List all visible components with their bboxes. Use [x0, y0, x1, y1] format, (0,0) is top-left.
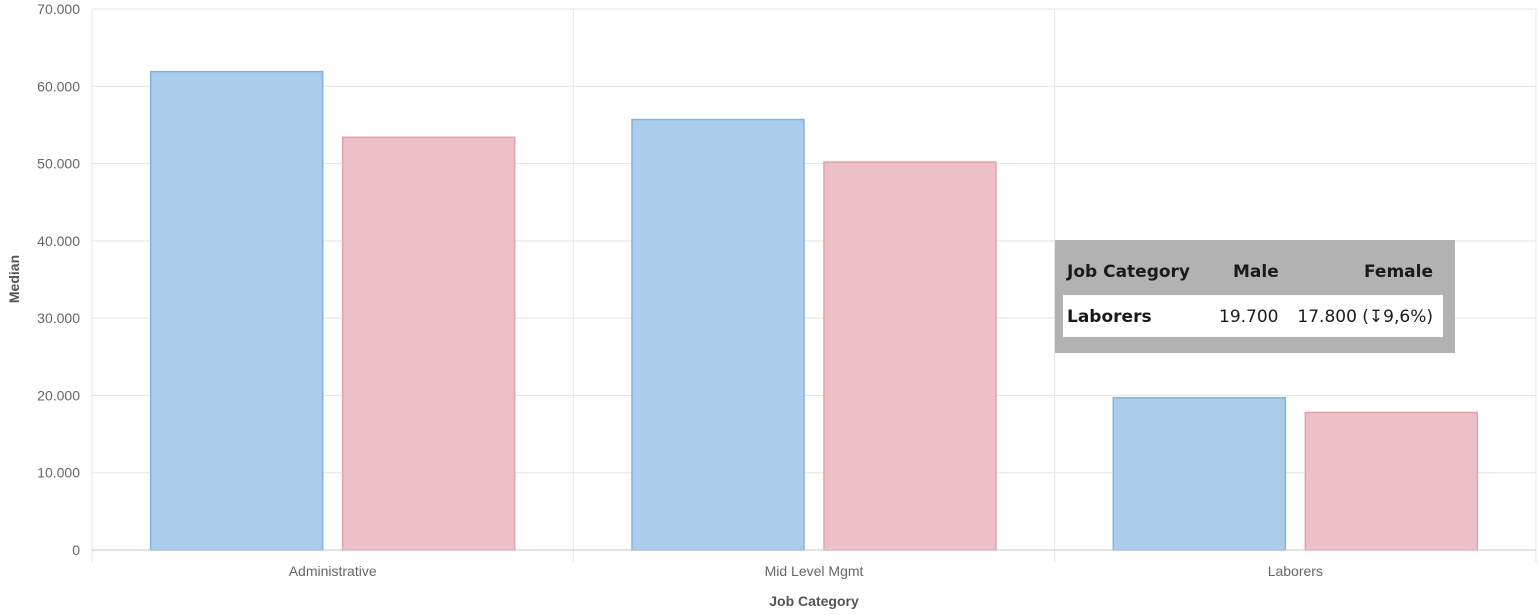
bar-male-laborers[interactable] — [1112, 396, 1287, 551]
tooltip-header-female: Female — [1364, 262, 1433, 282]
bar-female-laborers[interactable] — [1304, 411, 1479, 551]
x-tick-label: Laborers — [1268, 563, 1323, 579]
tooltip-header-category: Job Category — [1067, 262, 1191, 282]
x-tick-label: Mid Level Mgmt — [765, 563, 864, 579]
y-tick-label: 30.000 — [37, 310, 80, 326]
axis-layer: 0 10.000 20.000 30.000 40.000 50.000 60.000 70.… — [37, 1, 1536, 579]
y-tick-label: 70.000 — [37, 1, 80, 17]
tooltip-row-category: Laborers — [1067, 307, 1152, 327]
grid-layer — [91, 8, 1537, 562]
bar-male-administrative[interactable] — [149, 70, 324, 551]
y-tick-label: 0 — [72, 542, 80, 558]
y-tick-label: 10.000 — [37, 465, 80, 481]
bar-female-administrative[interactable] — [341, 136, 516, 551]
x-axis-title: Job Category — [769, 593, 859, 609]
y-tick-label: 50.000 — [37, 156, 80, 172]
y-axis-title: Median — [6, 255, 22, 303]
x-tick-label: Administrative — [289, 563, 377, 579]
tooltip-row-female: 17.800 (↧9,6%) — [1297, 307, 1433, 327]
bar-layer — [149, 70, 1479, 551]
y-tick-label: 20.000 — [37, 387, 80, 403]
bar-male-mid-level-mgmt[interactable] — [631, 118, 805, 551]
y-tick-label: 60.000 — [37, 78, 80, 94]
bar-female-mid-level-mgmt[interactable] — [823, 161, 997, 551]
chart-tooltip: Job Category Male Female Laborers 19.700… — [1055, 240, 1455, 353]
tooltip-row-male: 19.700 — [1219, 307, 1279, 327]
tooltip-row: Laborers 19.700 17.800 (↧9,6%) — [1063, 295, 1443, 337]
y-tick-label: 40.000 — [37, 233, 80, 249]
tooltip-header-male: Male — [1233, 262, 1279, 282]
